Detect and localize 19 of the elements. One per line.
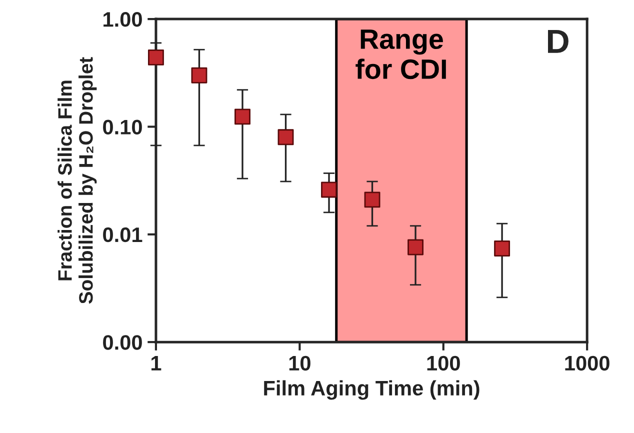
y-tick-label: 1.00 — [104, 12, 142, 27]
x-tick-label: 1000 — [565, 356, 610, 371]
annotation: D — [548, 30, 568, 53]
y-tick-label: 0.00 — [103, 335, 142, 350]
point — [234, 108, 250, 125]
point — [364, 192, 380, 208]
point — [191, 67, 208, 84]
point — [278, 129, 294, 146]
x-axis-title: Film Aging Time (min) — [264, 380, 480, 400]
x-tick-label: 1 — [151, 356, 162, 370]
y-tick-label: 0.01 — [103, 227, 142, 242]
x-tick-label: 10 — [289, 356, 310, 371]
point — [148, 49, 164, 66]
point — [321, 182, 337, 198]
x-tick-label: 100 — [427, 356, 460, 371]
y-tick-label: 0.10 — [103, 120, 142, 134]
band-label: Range for CDI — [356, 30, 446, 80]
point — [408, 239, 424, 256]
y-axis-title: Fraction of Silica Film Solubilized by H₂O Droplet — [58, 57, 97, 304]
